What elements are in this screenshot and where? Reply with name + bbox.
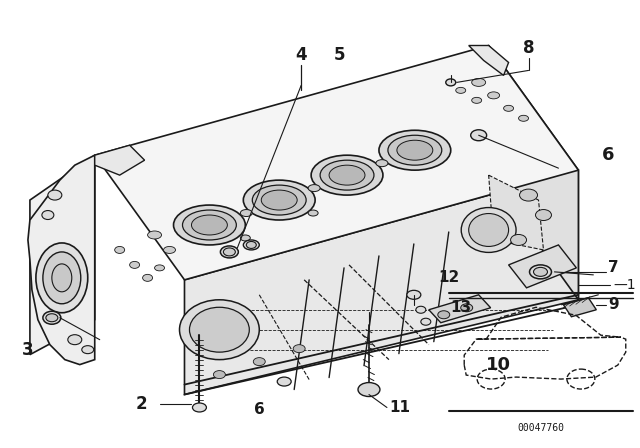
Ellipse shape	[376, 159, 388, 167]
Text: 13: 13	[450, 300, 471, 315]
Text: 2: 2	[136, 396, 148, 414]
Ellipse shape	[534, 267, 547, 276]
Ellipse shape	[182, 210, 236, 240]
Ellipse shape	[223, 248, 236, 256]
Text: 8: 8	[523, 39, 534, 57]
Text: 7: 7	[608, 260, 619, 276]
Ellipse shape	[68, 335, 82, 345]
Ellipse shape	[191, 215, 227, 235]
Ellipse shape	[148, 231, 161, 239]
Ellipse shape	[241, 235, 250, 241]
Polygon shape	[489, 175, 543, 250]
Ellipse shape	[179, 300, 259, 360]
Ellipse shape	[82, 346, 93, 353]
Polygon shape	[30, 155, 95, 355]
Text: 12: 12	[438, 270, 460, 285]
Ellipse shape	[213, 370, 225, 379]
Text: 6: 6	[602, 146, 614, 164]
Ellipse shape	[358, 383, 380, 396]
Polygon shape	[489, 46, 579, 300]
Ellipse shape	[46, 314, 58, 322]
Ellipse shape	[470, 130, 486, 141]
Ellipse shape	[246, 241, 256, 249]
Ellipse shape	[488, 92, 500, 99]
Ellipse shape	[241, 210, 252, 216]
Ellipse shape	[397, 140, 433, 160]
Ellipse shape	[253, 358, 265, 366]
Ellipse shape	[520, 189, 538, 201]
Text: 6: 6	[254, 402, 265, 417]
Ellipse shape	[115, 246, 125, 254]
Ellipse shape	[518, 115, 529, 121]
Ellipse shape	[456, 87, 466, 93]
Ellipse shape	[155, 265, 164, 271]
Ellipse shape	[421, 318, 431, 325]
Ellipse shape	[446, 79, 456, 86]
Ellipse shape	[416, 306, 426, 313]
Text: 00047760: 00047760	[518, 423, 564, 434]
Ellipse shape	[220, 246, 238, 258]
Ellipse shape	[320, 160, 374, 190]
Ellipse shape	[261, 190, 297, 210]
Polygon shape	[563, 298, 596, 317]
Text: 9: 9	[608, 297, 619, 312]
Polygon shape	[28, 155, 95, 365]
Ellipse shape	[42, 211, 54, 220]
Ellipse shape	[511, 234, 527, 246]
Text: 4: 4	[295, 47, 307, 65]
Ellipse shape	[43, 311, 61, 324]
Ellipse shape	[311, 155, 383, 195]
Ellipse shape	[529, 265, 552, 279]
Ellipse shape	[193, 403, 207, 412]
Text: 5: 5	[333, 47, 345, 65]
Ellipse shape	[379, 130, 451, 170]
Ellipse shape	[438, 311, 450, 319]
Ellipse shape	[536, 210, 552, 220]
Polygon shape	[509, 245, 577, 288]
Ellipse shape	[130, 261, 140, 268]
Ellipse shape	[143, 274, 152, 281]
Ellipse shape	[36, 243, 88, 313]
Text: —1: —1	[613, 278, 636, 292]
Polygon shape	[95, 46, 579, 280]
Ellipse shape	[243, 240, 259, 250]
Ellipse shape	[52, 264, 72, 292]
Ellipse shape	[461, 304, 473, 312]
Ellipse shape	[252, 185, 306, 215]
Ellipse shape	[277, 377, 291, 386]
Polygon shape	[95, 145, 145, 175]
Ellipse shape	[461, 207, 516, 252]
Text: 10: 10	[486, 356, 511, 374]
Ellipse shape	[468, 214, 509, 246]
Text: 11: 11	[389, 400, 410, 415]
Ellipse shape	[243, 180, 315, 220]
Ellipse shape	[472, 97, 482, 103]
Ellipse shape	[308, 210, 318, 216]
Ellipse shape	[48, 190, 62, 200]
Ellipse shape	[308, 185, 320, 192]
Polygon shape	[429, 295, 491, 323]
Polygon shape	[468, 46, 509, 75]
Polygon shape	[184, 170, 579, 395]
Ellipse shape	[43, 252, 81, 304]
Ellipse shape	[504, 105, 513, 111]
Ellipse shape	[189, 307, 250, 352]
Ellipse shape	[329, 165, 365, 185]
Ellipse shape	[472, 78, 486, 86]
Ellipse shape	[388, 135, 442, 165]
Ellipse shape	[173, 205, 245, 245]
Text: 3: 3	[22, 340, 34, 359]
Ellipse shape	[293, 345, 305, 353]
Ellipse shape	[407, 290, 421, 299]
Ellipse shape	[164, 246, 175, 254]
